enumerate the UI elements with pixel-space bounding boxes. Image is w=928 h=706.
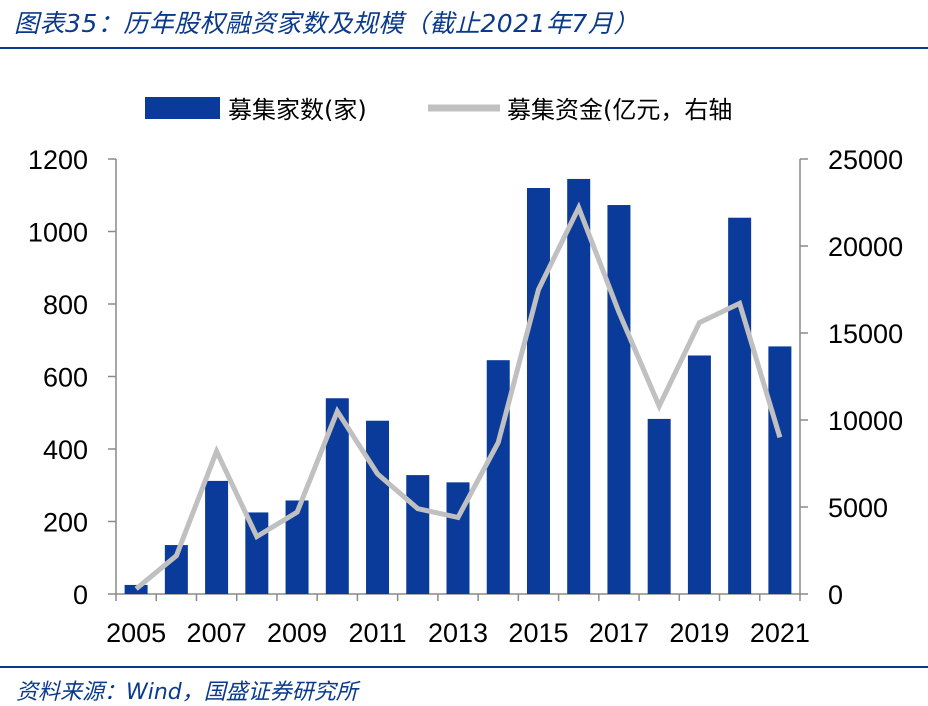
x-tick-label: 2019 [669, 618, 729, 648]
bar-2005 [124, 584, 148, 594]
bar-2015 [526, 188, 550, 594]
x-tick-label: 2013 [428, 618, 488, 648]
bar-2012 [406, 475, 430, 594]
left-tick-label: 0 [73, 580, 88, 610]
bar-2014 [486, 360, 510, 594]
legend: 募集家数(家) 募集资金(亿元，右轴 [145, 96, 732, 124]
axes [108, 158, 808, 601]
bar-2019 [687, 355, 711, 594]
left-tick-label: 600 [43, 363, 88, 393]
bar-2010 [325, 398, 349, 594]
bar-2007 [205, 480, 229, 594]
x-tick-label: 2009 [267, 618, 327, 648]
figure-caption: 图表35：历年股权融资家数及规模（截止2021年7月） [14, 9, 639, 38]
bar-2018 [647, 418, 671, 594]
line-series [134, 201, 783, 591]
left-tick-label: 800 [43, 290, 88, 320]
legend-swatch-bar [145, 97, 220, 119]
left-tick-label: 1000 [28, 218, 88, 248]
right-tick-label: 25000 [828, 145, 903, 175]
bar-2020 [728, 217, 752, 594]
source-divider [0, 666, 928, 668]
bar-2011 [366, 420, 390, 594]
legend-label-bar: 募集家数(家) [228, 96, 367, 124]
x-tick-label: 2007 [187, 618, 247, 648]
right-tick-label: 0 [828, 580, 843, 610]
x-tick-label: 2011 [348, 618, 406, 648]
right-tick-label: 10000 [828, 406, 903, 436]
left-tick-label: 200 [43, 508, 88, 538]
bar-2021 [768, 346, 792, 594]
left-tick-label: 400 [43, 435, 88, 465]
x-tick-label: 2015 [508, 618, 568, 648]
left-tick-label: 1200 [28, 145, 88, 175]
bar-2009 [285, 500, 309, 594]
bar-series [124, 178, 792, 594]
bar-2017 [607, 205, 631, 594]
right-tick-label: 20000 [828, 232, 903, 262]
source-note: 资料来源：Wind，国盛证券研究所 [16, 680, 358, 705]
x-tick-label: 2021 [750, 618, 810, 648]
legend-label-line: 募集资金(亿元，右轴 [507, 96, 732, 124]
right-tick-label: 15000 [828, 319, 903, 349]
caption-divider [0, 47, 928, 49]
x-tick-label: 2005 [106, 618, 166, 648]
bar-2016 [567, 178, 591, 594]
right-tick-label: 5000 [828, 493, 888, 523]
tick-labels: 0 200 400 600 800 1000 1200 0 5000 10000 15000 2000… [28, 145, 903, 648]
x-tick-label: 2017 [589, 618, 649, 648]
